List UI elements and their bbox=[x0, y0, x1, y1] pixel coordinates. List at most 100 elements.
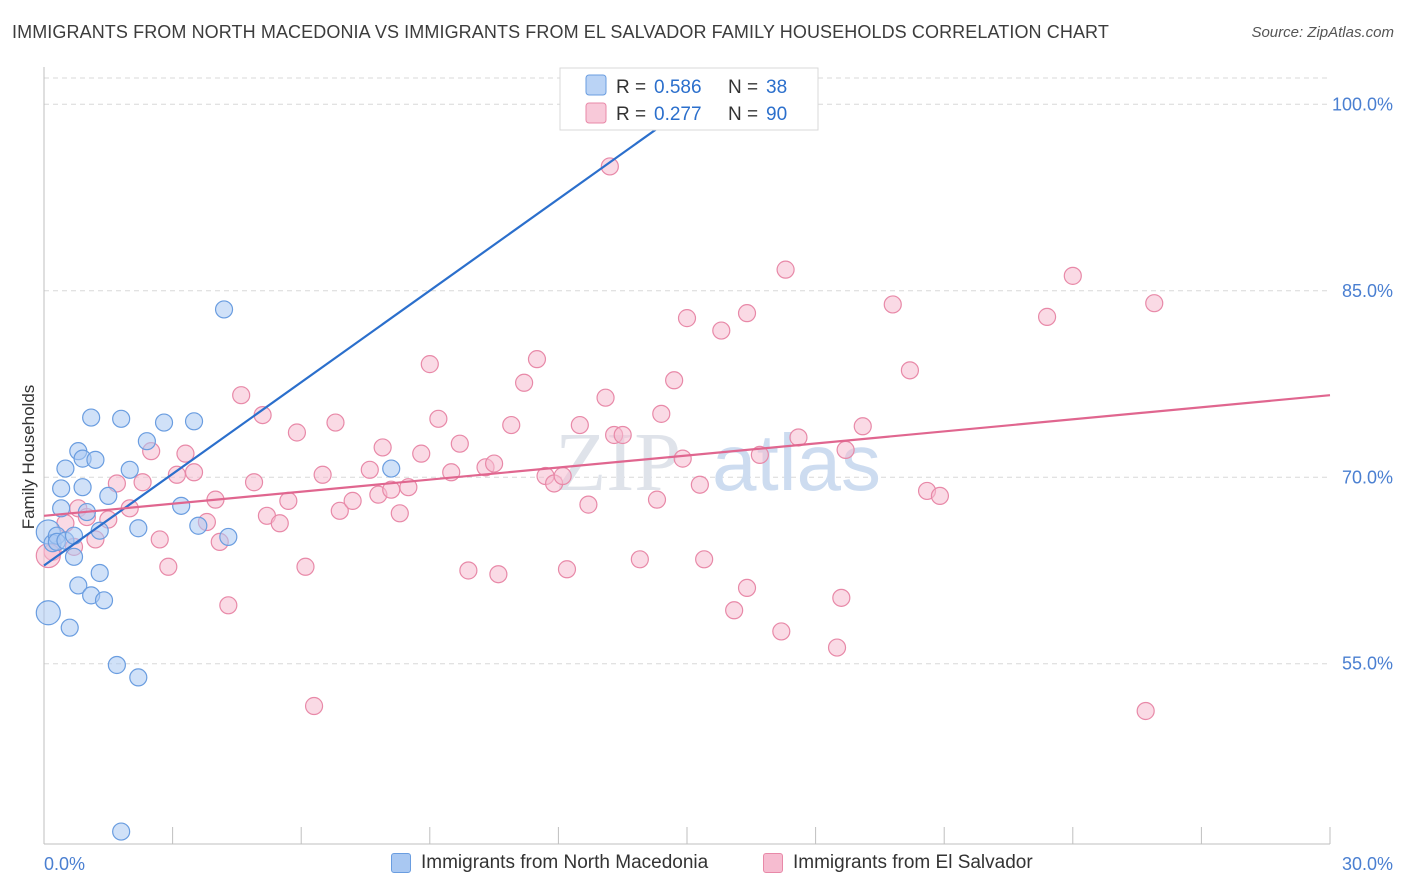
point-el-salvador[interactable] bbox=[296, 557, 315, 576]
point-el-salvador[interactable] bbox=[232, 386, 251, 405]
point-el-salvador[interactable] bbox=[570, 415, 589, 435]
point-el-salvador[interactable] bbox=[1063, 266, 1082, 285]
point-el-salvador[interactable] bbox=[150, 530, 169, 549]
legend-item-el-salvador[interactable]: Immigrants from El Salvador bbox=[763, 852, 1033, 874]
point-el-salvador[interactable] bbox=[159, 557, 178, 576]
stats-box: R = 0.586 N = 38 R = 0.277 N = 90 bbox=[559, 67, 819, 131]
point-north-macedonia[interactable] bbox=[52, 479, 71, 498]
point-el-salvador[interactable] bbox=[579, 495, 598, 514]
point-el-salvador[interactable] bbox=[737, 304, 757, 323]
point-el-salvador[interactable] bbox=[836, 440, 855, 460]
point-north-macedonia[interactable] bbox=[82, 408, 101, 427]
point-north-macedonia[interactable] bbox=[172, 496, 191, 515]
source-credit: Source: ZipAtlas.com bbox=[1251, 24, 1394, 41]
point-el-salvador[interactable] bbox=[450, 434, 469, 453]
point-el-salvador[interactable] bbox=[725, 601, 744, 620]
point-north-macedonia[interactable] bbox=[64, 547, 84, 566]
point-el-salvador[interactable] bbox=[630, 550, 649, 569]
point-north-macedonia[interactable] bbox=[189, 516, 208, 535]
trendline-north-macedonia bbox=[43, 103, 692, 567]
point-north-macedonia[interactable] bbox=[60, 618, 79, 637]
point-north-macedonia[interactable] bbox=[35, 600, 61, 626]
point-el-salvador[interactable] bbox=[647, 490, 667, 509]
point-el-salvador[interactable] bbox=[557, 560, 577, 579]
point-el-salvador[interactable] bbox=[390, 504, 409, 523]
point-north-macedonia[interactable] bbox=[120, 460, 139, 479]
point-el-salvador[interactable] bbox=[827, 638, 847, 657]
point-el-salvador[interactable] bbox=[360, 460, 379, 479]
point-el-salvador[interactable] bbox=[420, 355, 439, 374]
point-north-macedonia[interactable] bbox=[64, 526, 84, 545]
point-el-salvador[interactable] bbox=[429, 409, 448, 428]
point-el-salvador[interactable] bbox=[596, 388, 615, 407]
point-el-salvador[interactable] bbox=[677, 309, 697, 328]
point-el-salvador[interactable] bbox=[133, 473, 152, 492]
point-el-salvador[interactable] bbox=[279, 491, 298, 510]
point-el-salvador[interactable] bbox=[1136, 701, 1155, 721]
point-el-salvador[interactable] bbox=[900, 361, 920, 380]
point-el-salvador[interactable] bbox=[772, 622, 791, 641]
point-el-salvador[interactable] bbox=[1037, 307, 1057, 326]
point-el-salvador[interactable] bbox=[412, 444, 431, 463]
point-el-salvador[interactable] bbox=[930, 486, 950, 506]
point-el-salvador[interactable] bbox=[712, 321, 731, 340]
point-el-salvador[interactable] bbox=[737, 578, 757, 598]
point-north-macedonia[interactable] bbox=[137, 432, 156, 451]
point-el-salvador[interactable] bbox=[527, 350, 547, 369]
point-el-salvador[interactable] bbox=[485, 454, 504, 473]
point-el-salvador[interactable] bbox=[673, 449, 692, 468]
point-north-macedonia[interactable] bbox=[129, 519, 148, 538]
point-el-salvador[interactable] bbox=[176, 444, 195, 463]
point-north-macedonia[interactable] bbox=[112, 409, 131, 428]
trendline-el-salvador bbox=[43, 394, 1331, 517]
point-north-macedonia[interactable] bbox=[154, 413, 174, 432]
point-el-salvador[interactable] bbox=[373, 438, 392, 457]
point-el-salvador[interactable] bbox=[553, 466, 572, 486]
point-el-salvador[interactable] bbox=[489, 565, 508, 584]
point-el-salvador[interactable] bbox=[1145, 294, 1164, 313]
point-el-salvador[interactable] bbox=[690, 475, 709, 494]
point-el-salvador[interactable] bbox=[883, 295, 902, 314]
point-el-salvador[interactable] bbox=[184, 463, 204, 482]
point-el-salvador[interactable] bbox=[107, 474, 126, 493]
point-el-salvador[interactable] bbox=[304, 696, 324, 716]
point-north-macedonia[interactable] bbox=[94, 591, 114, 610]
point-north-macedonia[interactable] bbox=[107, 655, 126, 675]
point-el-salvador[interactable] bbox=[695, 550, 714, 569]
point-north-macedonia[interactable] bbox=[129, 668, 148, 687]
point-north-macedonia[interactable] bbox=[214, 300, 234, 319]
point-north-macedonia[interactable] bbox=[112, 822, 131, 841]
point-el-salvador[interactable] bbox=[459, 561, 478, 580]
point-el-salvador[interactable] bbox=[330, 501, 349, 520]
point-north-macedonia[interactable] bbox=[184, 412, 204, 431]
point-el-salvador[interactable] bbox=[665, 371, 684, 390]
legend-item-north-macedonia[interactable]: Immigrants from North Macedonia bbox=[391, 852, 708, 874]
point-el-salvador[interactable] bbox=[776, 260, 795, 279]
point-el-salvador[interactable] bbox=[515, 373, 534, 392]
point-el-salvador[interactable] bbox=[502, 415, 521, 435]
point-el-salvador[interactable] bbox=[219, 596, 238, 615]
point-north-macedonia[interactable] bbox=[73, 478, 92, 497]
point-el-salvador[interactable] bbox=[750, 445, 769, 464]
point-el-salvador[interactable] bbox=[326, 413, 345, 432]
point-el-salvador[interactable] bbox=[652, 404, 671, 423]
point-el-salvador[interactable] bbox=[244, 473, 264, 492]
point-el-salvador[interactable] bbox=[613, 425, 632, 445]
point-el-salvador[interactable] bbox=[313, 465, 332, 484]
point-north-macedonia[interactable] bbox=[56, 459, 75, 478]
point-north-macedonia[interactable] bbox=[219, 527, 238, 547]
point-el-salvador[interactable] bbox=[287, 423, 307, 442]
point-el-salvador[interactable] bbox=[853, 417, 872, 436]
point-el-salvador[interactable] bbox=[270, 514, 289, 533]
point-el-salvador[interactable] bbox=[832, 588, 851, 607]
point-north-macedonia[interactable] bbox=[52, 499, 71, 518]
point-north-macedonia[interactable] bbox=[86, 450, 105, 469]
point-north-macedonia[interactable] bbox=[90, 563, 109, 583]
point-north-macedonia[interactable] bbox=[69, 576, 88, 595]
point-north-macedonia[interactable] bbox=[99, 486, 118, 506]
point-el-salvador[interactable] bbox=[343, 491, 362, 510]
point-north-macedonia[interactable] bbox=[382, 459, 401, 478]
stats-r-value-blue: 0.586 bbox=[654, 77, 702, 98]
point-el-salvador[interactable] bbox=[600, 157, 619, 176]
